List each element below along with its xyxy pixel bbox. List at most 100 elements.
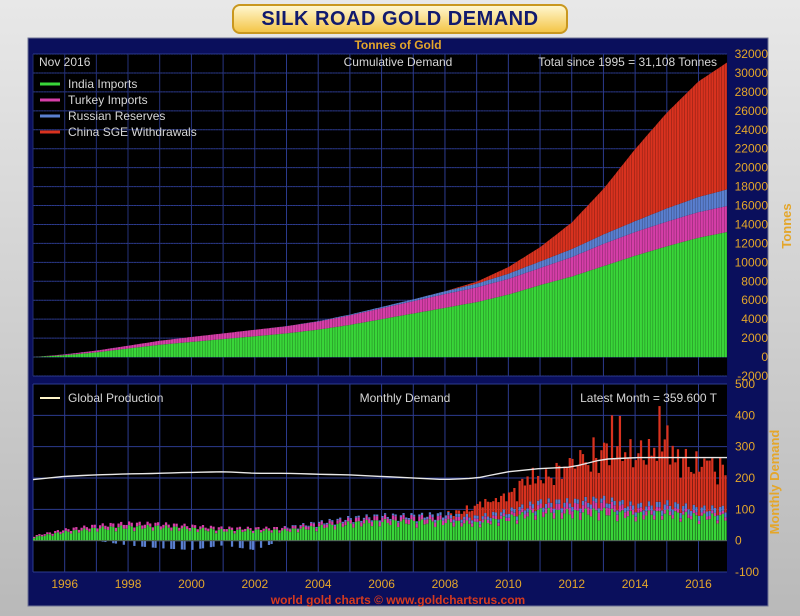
india-monthly-bar <box>312 526 315 541</box>
china-monthly-bar <box>468 511 471 518</box>
india-monthly-bar <box>349 523 352 541</box>
turkey-monthly-bar <box>481 519 484 523</box>
russia-monthly-bar <box>304 525 308 527</box>
turkey-monthly-bar <box>368 518 371 524</box>
india-monthly-bar <box>151 530 154 541</box>
india-monthly-bar <box>568 514 571 541</box>
turkey-monthly-bar <box>88 528 91 532</box>
turkey-monthly-bar <box>457 516 461 521</box>
turkey-monthly-bar <box>64 528 67 531</box>
x-tick-label: 2000 <box>178 577 205 591</box>
cumulative-panel-title: Cumulative Demand <box>344 55 453 69</box>
india-monthly-bar <box>138 525 141 541</box>
india-monthly-bar <box>449 522 453 541</box>
turkey-monthly-bar <box>175 523 178 527</box>
russia-monthly-bar <box>647 501 651 507</box>
turkey-monthly-bar <box>610 501 614 509</box>
india-monthly-bar <box>595 510 598 541</box>
russia-monthly-bar <box>695 507 698 513</box>
turkey-monthly-bar <box>96 528 99 532</box>
turkey-monthly-bar <box>473 518 476 522</box>
turkey-monthly-bar <box>661 515 664 520</box>
india-monthly-bar <box>302 526 305 541</box>
russia-monthly-bar <box>238 540 242 548</box>
china-monthly-bar <box>513 488 516 509</box>
turkey-monthly-bar <box>534 515 537 520</box>
turkey-monthly-bar <box>143 524 147 529</box>
china-monthly-bar <box>539 480 542 500</box>
turkey-monthly-bar <box>616 514 619 522</box>
russia-monthly-bar <box>671 509 674 515</box>
turkey-monthly-bar <box>48 532 52 535</box>
india-monthly-bar <box>663 513 666 541</box>
monthly-panel-title: Monthly Demand <box>360 391 451 405</box>
india-monthly-bar <box>33 538 36 541</box>
china-monthly-bar <box>476 503 479 516</box>
china-monthly-bar <box>637 453 640 504</box>
china-monthly-bar <box>668 464 672 506</box>
china-monthly-bar <box>634 460 637 513</box>
turkey-monthly-bar <box>138 521 141 526</box>
monthly-y-ticks: -100 0 100 200 300 400 500 <box>735 377 759 579</box>
turkey-monthly-bar <box>196 529 199 532</box>
turkey-monthly-bar <box>455 516 458 521</box>
legend-label-india: India Imports <box>68 77 137 91</box>
india-monthly-bar <box>40 536 44 541</box>
turkey-monthly-bar <box>254 527 257 530</box>
india-monthly-bar <box>288 531 292 541</box>
turkey-monthly-bar <box>304 526 308 530</box>
china-monthly-bar <box>642 460 645 511</box>
turkey-monthly-bar <box>273 526 276 530</box>
turkey-monthly-bar <box>537 505 540 510</box>
turkey-monthly-bar <box>246 526 249 529</box>
turkey-monthly-bar <box>151 527 154 531</box>
russia-monthly-bar <box>573 498 577 503</box>
india-monthly-bar <box>333 529 337 541</box>
russia-monthly-bar <box>713 507 717 513</box>
india-monthly-bar <box>405 523 408 541</box>
turkey-monthly-bar <box>608 508 611 516</box>
russia-monthly-bar <box>542 507 545 512</box>
russia-monthly-bar <box>566 498 569 503</box>
india-monthly-bar <box>125 528 128 541</box>
russia-monthly-bar <box>141 540 144 547</box>
india-monthly-bar <box>428 519 432 541</box>
turkey-monthly-bar <box>428 514 432 520</box>
russia-monthly-bar <box>507 513 511 518</box>
russia-monthly-bar <box>547 498 550 503</box>
india-monthly-bar <box>296 532 300 541</box>
india-monthly-bar <box>407 524 410 541</box>
russia-monthly-bar <box>521 504 524 509</box>
turkey-monthly-bar <box>325 524 329 528</box>
india-monthly-bar <box>410 519 413 541</box>
turkey-monthly-bar <box>112 523 115 527</box>
india-monthly-bar <box>584 508 587 541</box>
india-monthly-bar <box>199 529 202 541</box>
turkey-monthly-bar <box>484 516 487 520</box>
india-monthly-bar <box>220 528 223 541</box>
india-monthly-bar <box>531 512 534 541</box>
cumulative-series-areas <box>32 54 728 376</box>
turkey-monthly-bar <box>77 529 81 533</box>
india-monthly-bar <box>653 519 656 541</box>
india-monthly-bar <box>682 514 685 541</box>
india-monthly-bar <box>695 515 698 541</box>
india-monthly-bar <box>262 530 265 541</box>
india-monthly-bar <box>304 529 308 541</box>
india-monthly-bar <box>679 521 682 541</box>
russia-monthly-bar <box>700 507 703 513</box>
india-monthly-bar <box>265 528 268 541</box>
china-monthly-bar <box>563 466 566 503</box>
legend-label-production: Global Production <box>68 391 163 405</box>
india-monthly-bar <box>257 529 260 541</box>
russia-monthly-bar <box>645 506 648 512</box>
cumulative-y-tick-label: 26000 <box>735 104 769 118</box>
india-monthly-bar <box>650 514 653 541</box>
india-monthly-bar <box>133 531 136 541</box>
turkey-monthly-bar <box>684 508 688 512</box>
turkey-monthly-bar <box>716 520 719 524</box>
india-monthly-bar <box>655 511 658 541</box>
india-monthly-bar <box>539 508 542 541</box>
russia-monthly-bar <box>571 506 574 512</box>
